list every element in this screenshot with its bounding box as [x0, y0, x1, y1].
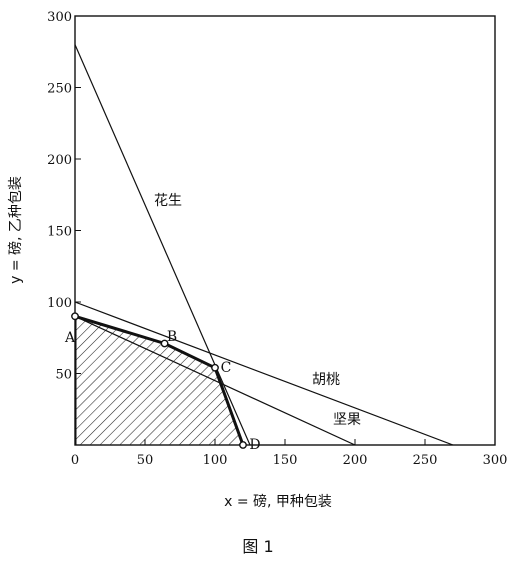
x-tick-label: 150	[273, 453, 298, 468]
y-tick-label: 300	[47, 10, 72, 25]
y-axis-label: y = 磅, 乙种包装	[7, 176, 24, 284]
y-tick-label: 50	[55, 368, 72, 383]
vertex-point-a	[71, 312, 79, 321]
series-label-peanut: 花生	[154, 193, 182, 209]
vertex-point-c	[211, 363, 219, 372]
series-label-nuts: 坚果	[333, 412, 361, 428]
y-tick-label: 100	[47, 296, 72, 311]
axis-ticks: 0 50 100 150 200 250 300 50 100 150 200 250 300	[47, 10, 507, 468]
series-label-walnut: 胡桃	[312, 372, 340, 388]
y-tick-label: 200	[47, 153, 72, 168]
y-tick-label: 150	[47, 225, 72, 240]
series-line-1	[75, 301, 454, 445]
constraint-lines	[75, 44, 454, 445]
series-line-0	[75, 44, 251, 445]
vertex-label-a: A	[64, 330, 76, 346]
feasible-boundary	[75, 314, 245, 445]
vertex-label-b: B	[167, 329, 177, 345]
x-axis-label: x = 磅, 甲种包装	[224, 493, 332, 510]
vertex-point-b	[160, 339, 169, 348]
feasible-region	[75, 316, 243, 445]
x-tick-label: 50	[137, 453, 154, 468]
figure-caption: 图 1	[242, 537, 273, 556]
region-vertices	[71, 312, 247, 449]
vertex-label-d: D	[249, 437, 260, 453]
x-tick-label: 100	[203, 453, 228, 468]
vertex-label-c: C	[221, 360, 232, 376]
feasible-region-hatch	[75, 316, 243, 445]
x-tick-label: 250	[413, 453, 438, 468]
series-line-2	[75, 315, 356, 445]
x-tick-label: 0	[71, 453, 79, 468]
x-tick-label: 200	[343, 453, 368, 468]
x-tick-label: 300	[483, 453, 508, 468]
vertex-point-d	[239, 441, 247, 449]
y-tick-label: 250	[47, 82, 72, 97]
